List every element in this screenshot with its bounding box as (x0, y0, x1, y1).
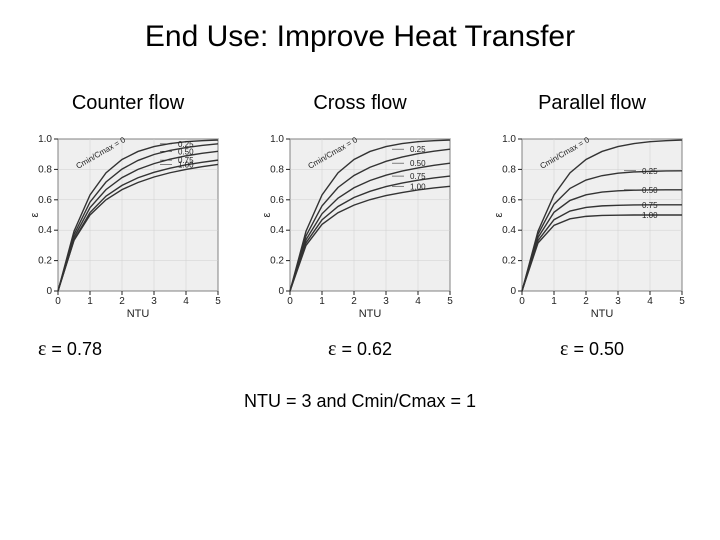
svg-text:2: 2 (119, 296, 125, 307)
svg-text:0.4: 0.4 (38, 225, 52, 236)
slide-container: End Use: Improve Heat Transfer Counter f… (0, 0, 720, 540)
svg-text:0.2: 0.2 (502, 256, 516, 267)
svg-text:1: 1 (87, 296, 93, 307)
chart-title-counter: Counter flow (72, 92, 184, 115)
svg-text:0: 0 (510, 286, 516, 297)
svg-text:0.75: 0.75 (178, 156, 194, 165)
svg-text:0.6: 0.6 (270, 195, 284, 206)
svg-text:1.00: 1.00 (410, 182, 426, 191)
svg-text:0.2: 0.2 (270, 256, 284, 267)
chart-parallel: 01234500.20.40.60.81.0NTUεCmin/Cmax = 01… (492, 129, 692, 324)
epsilon-label-parallel: ε = 0.50 (560, 338, 624, 361)
svg-text:1.0: 1.0 (270, 134, 284, 145)
footnote: NTU = 3 and Cmin/Cmax = 1 (0, 391, 720, 412)
svg-text:1.0: 1.0 (502, 134, 516, 145)
svg-text:0.6: 0.6 (38, 195, 52, 206)
svg-text:NTU: NTU (127, 308, 150, 319)
svg-text:0.25: 0.25 (178, 140, 194, 149)
chart-title-parallel: Parallel flow (538, 92, 646, 115)
svg-text:4: 4 (415, 296, 421, 307)
svg-text:3: 3 (151, 296, 157, 307)
chart-title-cross: Cross flow (313, 92, 406, 115)
chart-svg-parallel: 01234500.20.40.60.81.0NTUεCmin/Cmax = 01… (492, 129, 692, 319)
epsilon-symbol: ε (560, 338, 568, 360)
chart-counter: 01234500.20.40.60.81.0NTUεCmin/Cmax = 01… (28, 129, 228, 324)
epsilon-value-parallel: = 0.50 (573, 339, 624, 359)
svg-text:3: 3 (383, 296, 389, 307)
svg-text:1: 1 (551, 296, 557, 307)
epsilon-label-cross: ε = 0.62 (328, 338, 392, 361)
svg-text:NTU: NTU (591, 308, 614, 319)
svg-text:0: 0 (519, 296, 525, 307)
epsilon-label-counter: ε = 0.78 (38, 338, 102, 361)
page-title: End Use: Improve Heat Transfer (0, 0, 720, 54)
epsilon-value-cross: = 0.62 (341, 339, 392, 359)
svg-text:0.50: 0.50 (642, 186, 658, 195)
svg-text:5: 5 (447, 296, 453, 307)
epsilon-value-counter: = 0.78 (51, 339, 102, 359)
svg-text:0.4: 0.4 (270, 225, 284, 236)
svg-text:0: 0 (46, 286, 52, 297)
svg-text:0.8: 0.8 (502, 164, 516, 175)
svg-text:ε: ε (29, 212, 41, 217)
svg-text:0.25: 0.25 (642, 167, 658, 176)
svg-text:0.75: 0.75 (410, 172, 426, 181)
svg-text:4: 4 (183, 296, 189, 307)
chart-cross: 01234500.20.40.60.81.0NTUεCmin/Cmax = 01… (260, 129, 460, 324)
svg-text:0.75: 0.75 (642, 201, 658, 210)
svg-text:2: 2 (583, 296, 589, 307)
svg-text:0.8: 0.8 (270, 164, 284, 175)
chart-col-counter: Counter flow 01234500.20.40.60.81.0NTUεC… (18, 92, 238, 361)
svg-text:4: 4 (647, 296, 653, 307)
svg-text:3: 3 (615, 296, 621, 307)
svg-text:ε: ε (493, 212, 505, 217)
svg-text:0.25: 0.25 (410, 145, 426, 154)
svg-text:NTU: NTU (359, 308, 382, 319)
chart-col-cross: Cross flow 01234500.20.40.60.81.0NTUεCmi… (250, 92, 470, 361)
svg-text:0: 0 (287, 296, 293, 307)
svg-text:5: 5 (679, 296, 685, 307)
svg-text:ε: ε (261, 212, 273, 217)
svg-text:0.8: 0.8 (38, 164, 52, 175)
charts-row: Counter flow 0 1 2 3 4 5 0 0.2 0.4 0.6 0.8 1.0 NTU ε C… (0, 92, 720, 361)
svg-text:0.50: 0.50 (410, 159, 426, 168)
svg-text:0.4: 0.4 (502, 225, 516, 236)
svg-text:0.6: 0.6 (502, 195, 516, 206)
chart-col-parallel: Parallel flow 0 1 2 3 4 5 0 0.2 0.4 0.6 0.8 1.0 NTU ε… (482, 92, 702, 361)
svg-text:5: 5 (215, 296, 221, 307)
svg-text:0: 0 (55, 296, 61, 307)
chart-svg-cross: 01234500.20.40.60.81.0NTUεCmin/Cmax = 01… (260, 129, 460, 319)
chart-svg-counter: 01234500.20.40.60.81.0NTUεCmin/Cmax = 01… (28, 129, 228, 319)
svg-text:2: 2 (351, 296, 357, 307)
svg-text:1.00: 1.00 (642, 211, 658, 220)
svg-text:0: 0 (278, 286, 284, 297)
svg-text:1: 1 (319, 296, 325, 307)
svg-text:0.2: 0.2 (38, 256, 52, 267)
svg-text:1.0: 1.0 (38, 134, 52, 145)
epsilon-symbol: ε (38, 338, 46, 360)
epsilon-symbol: ε (328, 338, 336, 360)
